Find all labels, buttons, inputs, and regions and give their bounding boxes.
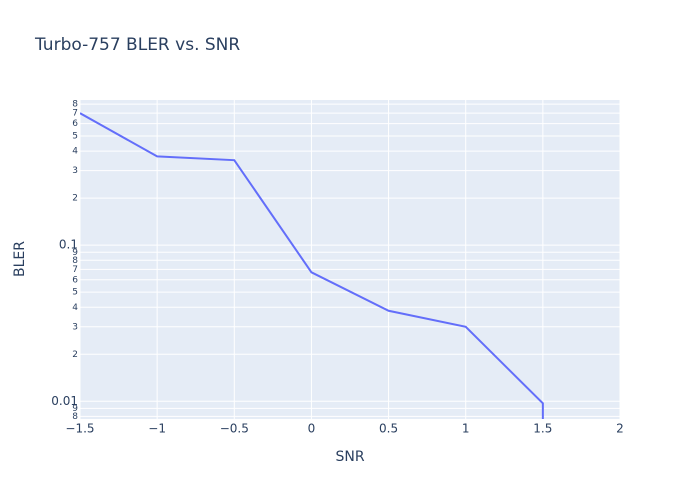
y-tick-label: 9 xyxy=(72,248,78,258)
y-axis-title: BLER xyxy=(12,241,28,277)
y-tick-label: 3 xyxy=(72,322,78,332)
x-tick-label: 1.5 xyxy=(533,422,552,436)
line-series xyxy=(80,112,544,419)
x-tick-label: 0 xyxy=(308,422,316,436)
x-tick-label: 0.5 xyxy=(379,422,398,436)
y-tick-label: 0.1 xyxy=(59,238,78,252)
y-tick-label: 5 xyxy=(72,288,78,298)
y-tick-label: 8 xyxy=(72,256,78,266)
x-tick-label: −0.5 xyxy=(220,422,249,436)
y-tick-label: 7 xyxy=(72,265,78,275)
x-tick-label: 1 xyxy=(462,422,470,436)
plot-area xyxy=(80,100,620,419)
x-tick-label: −1 xyxy=(148,422,166,436)
y-tick-label: 4 xyxy=(72,303,78,313)
y-tick-label: 6 xyxy=(72,275,78,285)
y-tick-label: 6 xyxy=(72,119,78,129)
x-axis-title: SNR xyxy=(335,449,364,465)
y-tick-label: 5 xyxy=(72,131,78,141)
x-tick-label: 2 xyxy=(616,422,624,436)
y-tick-label: 8 xyxy=(72,100,78,110)
chart-title: Turbo-757 BLER vs. SNR xyxy=(34,35,240,55)
x-tick-label: −1.5 xyxy=(65,422,94,436)
y-tick-label: 2 xyxy=(72,194,78,204)
y-tick-label: 8 xyxy=(72,412,78,422)
y-tick-label: 0.01 xyxy=(51,394,78,408)
y-tick-label: 3 xyxy=(72,166,78,176)
y-tick-label: 7 xyxy=(72,109,78,119)
y-tick-label: 2 xyxy=(72,350,78,360)
y-tick-label: 4 xyxy=(72,147,78,157)
y-tick-label: 9 xyxy=(72,404,78,414)
